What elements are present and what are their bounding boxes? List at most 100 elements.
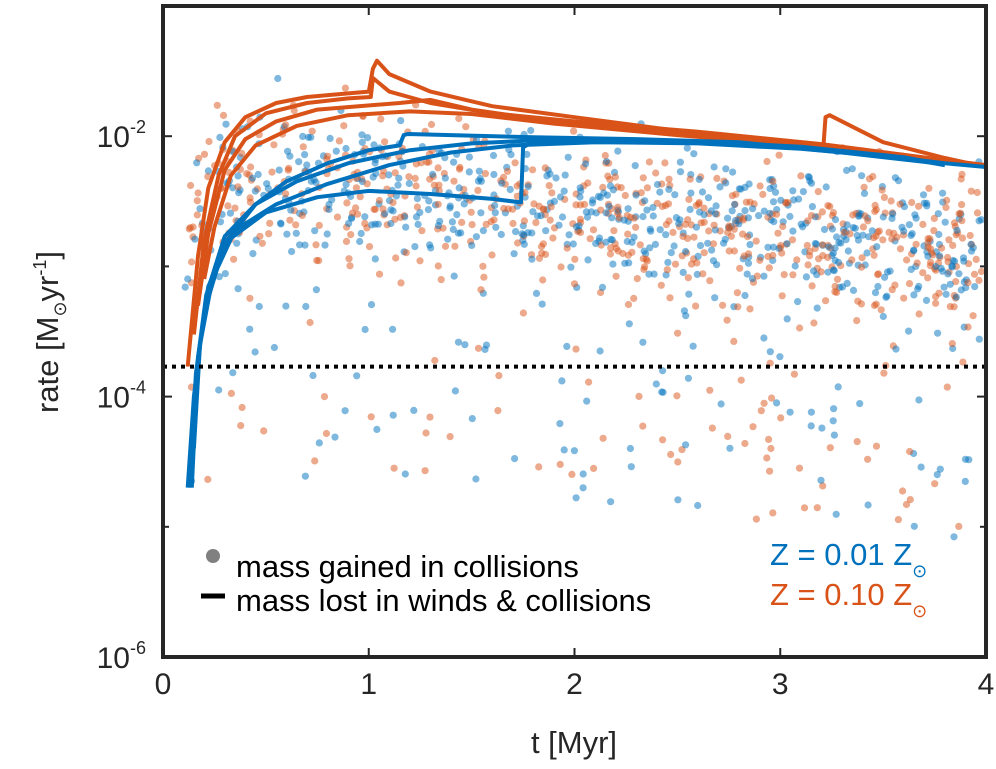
collision-point <box>356 193 364 201</box>
collision-point <box>185 225 193 233</box>
collision-point <box>246 325 254 333</box>
collision-point <box>414 220 422 228</box>
collision-point <box>794 298 802 306</box>
collision-point <box>518 230 526 238</box>
collision-point <box>472 233 480 241</box>
collision-point <box>312 241 320 249</box>
collision-point <box>679 268 687 276</box>
collision-point <box>960 257 968 265</box>
collision-point <box>843 166 851 174</box>
collision-point <box>465 168 473 176</box>
collision-point <box>529 166 537 174</box>
collision-point <box>749 205 757 213</box>
collision-point <box>523 150 531 158</box>
collision-point <box>224 202 232 210</box>
collision-point <box>967 247 976 255</box>
collision-point <box>641 197 649 205</box>
collision-point <box>200 150 209 158</box>
collision-point <box>323 230 331 238</box>
collision-point <box>394 181 402 189</box>
collision-point <box>282 302 290 310</box>
collision-point <box>410 406 418 414</box>
collision-point <box>255 302 263 311</box>
collision-point <box>651 240 660 248</box>
collision-point <box>802 273 811 281</box>
collision-point <box>345 255 353 263</box>
collision-point <box>687 189 695 197</box>
collision-point <box>667 450 675 459</box>
collision-point <box>769 198 778 206</box>
collision-point <box>343 199 351 207</box>
collision-point <box>972 255 980 263</box>
collision-point <box>266 219 274 227</box>
collision-point <box>479 262 487 270</box>
collision-point <box>753 272 761 280</box>
collision-point <box>724 214 732 222</box>
collision-point <box>221 270 229 278</box>
collision-point <box>524 229 532 237</box>
collision-point <box>808 203 817 211</box>
collision-point <box>627 463 635 471</box>
metallicity-annotations: Z = 0.01 Z⊙ Z = 0.10 Z⊙ <box>770 537 927 621</box>
legend-dot-marker <box>206 549 220 563</box>
collision-point <box>640 265 648 273</box>
collision-point <box>285 164 293 172</box>
collision-point <box>315 439 323 447</box>
collision-point <box>333 213 342 221</box>
collision-point <box>630 294 638 302</box>
collision-point <box>672 214 681 222</box>
collision-point <box>914 285 922 293</box>
collision-point <box>579 470 587 478</box>
collision-point <box>340 122 348 130</box>
collision-point <box>902 500 911 509</box>
collision-point <box>896 245 905 253</box>
collision-point <box>592 239 600 248</box>
collision-point <box>919 220 927 228</box>
collision-point <box>284 147 292 155</box>
collision-point <box>277 220 285 228</box>
collision-point <box>859 223 868 231</box>
collision-point <box>347 231 355 239</box>
y-axis-label-sun: ⊙ <box>50 301 70 316</box>
collision-point <box>874 271 882 279</box>
collision-point <box>917 463 925 471</box>
collision-point <box>556 193 565 201</box>
collision-point <box>532 219 540 227</box>
collision-point <box>952 278 960 286</box>
collision-point <box>497 230 505 239</box>
collision-point <box>955 270 963 278</box>
collision-point <box>730 337 738 345</box>
collision-point <box>363 180 371 188</box>
collision-point <box>389 207 397 215</box>
collision-point <box>967 187 975 195</box>
x-tick-label: 4 <box>978 668 995 701</box>
collision-point <box>673 392 681 400</box>
collision-point <box>736 264 744 272</box>
collision-point <box>570 447 579 455</box>
collision-point <box>912 214 920 222</box>
collision-point <box>746 241 754 249</box>
collision-point <box>778 292 786 300</box>
collision-point <box>799 223 807 231</box>
collision-point <box>352 184 360 192</box>
collision-point <box>936 465 944 473</box>
collision-point <box>397 117 405 125</box>
collision-point <box>872 300 880 308</box>
collision-point <box>908 198 916 207</box>
collision-point <box>656 188 664 196</box>
collision-point <box>919 191 928 199</box>
collision-point <box>874 282 882 291</box>
collision-point <box>572 494 580 502</box>
collision-point <box>693 270 701 278</box>
collision-point <box>769 509 777 517</box>
collision-point <box>568 470 576 478</box>
collision-point <box>356 237 364 246</box>
collision-point <box>193 197 201 205</box>
collision-point <box>361 325 369 334</box>
collision-point <box>270 141 278 149</box>
collision-point <box>322 429 330 438</box>
collision-point <box>733 289 742 297</box>
collision-point <box>287 206 295 214</box>
collision-point <box>193 211 201 219</box>
collision-point <box>814 188 822 196</box>
